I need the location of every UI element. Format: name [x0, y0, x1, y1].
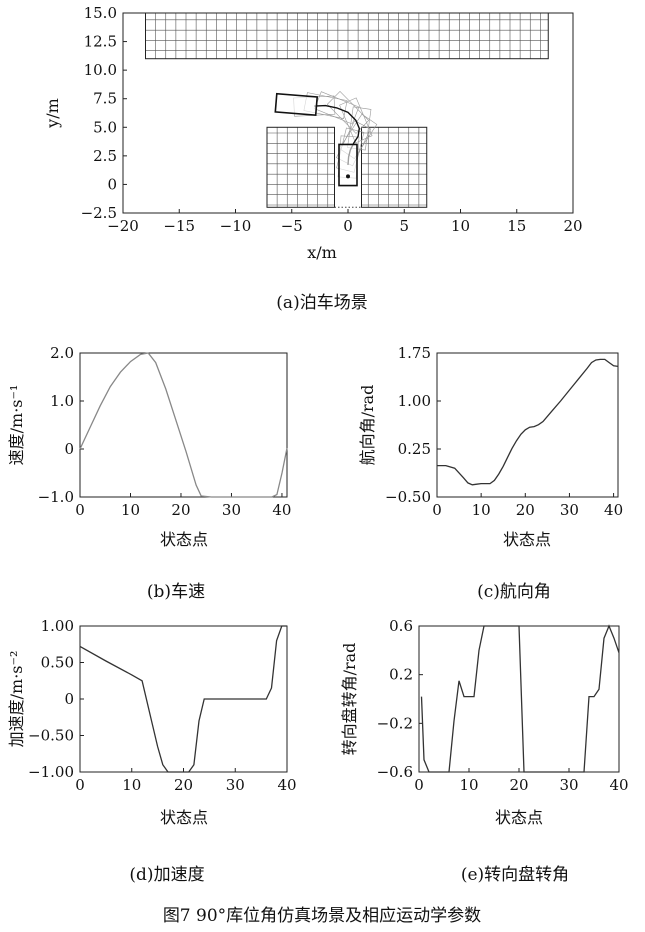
panel-a-xtick-label: 10	[451, 217, 470, 235]
panel-a-xtick-label: 5	[399, 217, 409, 235]
panel-a-xtick-label: −5	[281, 217, 303, 235]
panel-a-goal-vehicle	[338, 143, 358, 187]
panel-c-xtick-label: 0	[432, 501, 442, 519]
panel-c-ytick-label: 1.00	[398, 392, 431, 410]
panel-a-xtick-label: 15	[507, 217, 526, 235]
panel-d-ytick-label: 1.00	[41, 617, 74, 635]
panel-c-plot-frame	[436, 352, 619, 498]
panel-d-xtick-label: 30	[226, 776, 245, 794]
panel-b-plot-frame	[79, 352, 288, 498]
panel-a-caption: (a)泊车场景	[276, 293, 367, 313]
panel-b-xtick-label: 40	[272, 501, 291, 519]
panel-a-xtick-label: −20	[107, 217, 139, 235]
panel-b-ytick-label: −1.0	[38, 488, 74, 506]
panel-b-x-axis-label: 状态点	[160, 530, 208, 549]
panel-a-right-slot-obstacle-border	[361, 126, 428, 208]
panel-a-upper-obstacle	[145, 12, 549, 60]
panel-d-ytick-label: −0.50	[28, 727, 74, 745]
panel-c-series-line	[437, 358, 619, 486]
panel-b-xtick-label: 10	[121, 501, 140, 519]
panel-e-caption: (e)转向盘转角	[461, 865, 569, 885]
panel-d-ytick-label: 0	[64, 690, 74, 708]
panel-a-left-slot-obstacle	[266, 126, 335, 208]
panel-a-left-slot-obstacle-border	[266, 126, 335, 208]
panel-e-xtick-label: 30	[559, 776, 578, 794]
panel-a-start-vehicle	[274, 92, 319, 117]
panel-c-xtick-label: 10	[472, 501, 491, 519]
panel-a-ytick-label: 12.5	[84, 33, 117, 51]
panel-a-x-axis-label: x/m	[307, 243, 337, 262]
panel-d-xtick-label: 10	[122, 776, 141, 794]
panel-b-series-line	[79, 352, 288, 498]
panel-b-xtick-label: 20	[171, 501, 190, 519]
panel-a-goal-point	[346, 174, 350, 179]
panel-e-xtick-label: 0	[414, 776, 424, 794]
panel-d-ytick-label: 0.50	[41, 654, 74, 672]
panel-b-ytick-label: 2.0	[50, 344, 74, 362]
panel-a-ytick-label: −2.5	[81, 204, 117, 222]
panel-d-xtick-label: 20	[174, 776, 193, 794]
panel-a-ytick-label: 15.0	[84, 4, 117, 22]
panel-a-xtick-label: 20	[563, 217, 582, 235]
panel-d-xtick-label: 0	[75, 776, 85, 794]
panel-a-xtick-label: −15	[163, 217, 195, 235]
panel-a-right-slot-obstacle	[361, 126, 428, 208]
panel-e-ytick-label: −0.6	[377, 763, 413, 781]
panel-e-xtick-label: 20	[509, 776, 528, 794]
panel-d-caption: (d)加速度	[129, 865, 204, 885]
panel-c-x-axis-label: 状态点	[503, 530, 551, 549]
panel-c-xtick-label: 20	[516, 501, 535, 519]
panel-c-y-axis-label: 航向角/rad	[358, 385, 377, 466]
figure-caption: 图7 90°库位角仿真场景及相应运动学参数	[163, 906, 481, 926]
panel-e-xtick-label: 10	[459, 776, 478, 794]
panel-a-ytick-label: 10.0	[84, 61, 117, 79]
panel-b-xtick-label: 30	[222, 501, 241, 519]
panel-e-steering-chart: 0 10 20 30 40 −0.6 −0.2 0.2 0.6 状态点 转向盘转角/rad (e)转向…	[340, 617, 629, 885]
panel-d-x-axis-label: 状态点	[160, 808, 208, 827]
panel-b-xtick-label: 0	[75, 501, 85, 519]
panel-e-ytick-label: 0.6	[389, 617, 413, 635]
panel-a-swept-footprint	[339, 97, 373, 144]
panel-e-ytick-label: −0.2	[377, 714, 413, 732]
panel-a-xtick-label: 0	[343, 217, 353, 235]
panel-c-heading-chart: 0 10 20 30 40 −0.50 0.25 1.00 1.75 状态点 航向角/rad (c)航…	[358, 344, 623, 602]
panel-a-parking-scene: −20 −15 −10 −5 0 5 10 15 20 −2.5 0 2.5 5.0 7.5 10.0 12.…	[43, 4, 583, 313]
panel-c-caption: (c)航向角	[477, 582, 551, 602]
panel-a-ytick-label: 2.5	[93, 147, 117, 165]
panel-b-ytick-label: 1.0	[50, 392, 74, 410]
panel-d-y-axis-label: 加速度/m·s⁻²	[7, 651, 26, 748]
panel-e-y-axis-label: 转向盘转角/rad	[340, 643, 359, 756]
panel-b-y-axis-label: 速度/m·s⁻¹	[7, 385, 26, 466]
panel-a-ytick-label: 7.5	[93, 90, 117, 108]
panel-d-xtick-label: 40	[277, 776, 296, 794]
panel-d-series-line	[79, 625, 287, 773]
panel-e-x-axis-label: 状态点	[495, 808, 543, 827]
panel-c-xtick-label: 30	[560, 501, 579, 519]
panel-a-xtick-label: −10	[220, 217, 252, 235]
panel-c-ytick-label: 0.25	[398, 440, 431, 458]
panel-a-upper-obstacle-border	[145, 12, 549, 60]
panel-b-caption: (b)车速	[147, 582, 205, 602]
panel-a-ytick-label: 5.0	[93, 118, 117, 136]
panel-b-ytick-label: 0	[64, 440, 74, 458]
panel-e-xtick-label: 40	[609, 776, 628, 794]
panel-c-xtick-label: 40	[604, 501, 623, 519]
panel-a-ytick-label: 0	[107, 175, 117, 193]
panel-d-ytick-label: −1.00	[28, 763, 74, 781]
panel-d-acceleration-chart: 0 10 20 30 40 −1.00 −0.50 0 0.50 1.00 状态点 加速度/m·s⁻²…	[7, 617, 297, 885]
panel-e-series-line	[420, 624, 620, 773]
panel-c-ytick-label: 1.75	[398, 344, 431, 362]
panel-c-ytick-label: −0.50	[385, 488, 431, 506]
panel-e-ytick-label: 0.2	[389, 666, 413, 684]
panel-a-y-axis-label: y/m	[43, 98, 62, 129]
